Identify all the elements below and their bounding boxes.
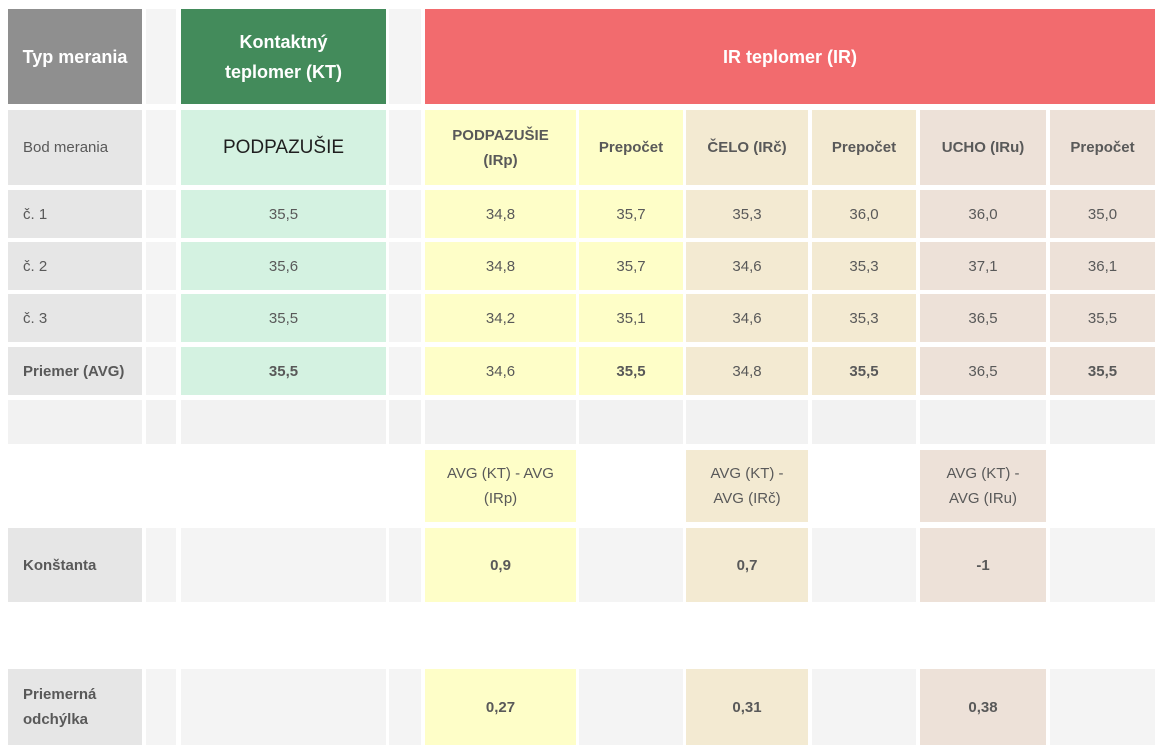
constant-label: Konštanta — [8, 528, 142, 602]
blank-cell — [812, 400, 916, 444]
spacer-cell — [146, 528, 176, 602]
spacer-cell — [389, 9, 421, 104]
spacer-cell — [389, 190, 421, 238]
iru-value: 36,0 — [920, 190, 1046, 238]
row-label: č. 3 — [8, 294, 142, 342]
spacer-cell — [389, 242, 421, 290]
iru-recalc-value: 35,0 — [1050, 190, 1155, 238]
spacer-cell — [181, 528, 386, 602]
blank-cell — [146, 400, 176, 444]
spacer-cell — [146, 669, 176, 745]
avg-label: Priemer (AVG) — [8, 347, 142, 395]
iru-value: 37,1 — [920, 242, 1046, 290]
diff-label-iru: AVG (KT) - AVG (IRu) — [920, 450, 1046, 522]
spacer-cell — [146, 242, 176, 290]
spacer-cell — [181, 669, 386, 745]
ir-armpit-header: PODPAZUŠIE (IRp) — [425, 110, 576, 185]
kt-value: 35,5 — [181, 190, 386, 238]
kt-value: 35,5 — [181, 294, 386, 342]
spacer-cell — [579, 669, 683, 745]
blank-cell — [686, 400, 808, 444]
irc-value: 35,3 — [686, 190, 808, 238]
recalc-header: Prepočet — [812, 110, 916, 185]
irp-value: 34,2 — [425, 294, 576, 342]
header-type: Typ merania — [8, 9, 142, 104]
spacer-cell — [389, 294, 421, 342]
diff-label-irc: AVG (KT) - AVG (IRč) — [686, 450, 808, 522]
irc-value: 34,6 — [686, 242, 808, 290]
point-label: Bod merania — [8, 110, 142, 185]
spacer-cell — [812, 528, 916, 602]
blank-cell — [1050, 400, 1155, 444]
ear-header: UCHO (IRu) — [920, 110, 1046, 185]
irc-recalc-value: 35,3 — [812, 242, 916, 290]
spacer-cell — [579, 528, 683, 602]
constant-irc: 0,7 — [686, 528, 808, 602]
constant-iru: -1 — [920, 528, 1046, 602]
blank-cell — [579, 400, 683, 444]
kt-value: 35,6 — [181, 242, 386, 290]
blank-cell — [8, 400, 142, 444]
diff-label-irp: AVG (KT) - AVG (IRp) — [425, 450, 576, 522]
kt-point: PODPAZUŠIE — [181, 110, 386, 185]
iru-recalc-avg: 35,5 — [1050, 347, 1155, 395]
irp-recalc-value: 35,1 — [579, 294, 683, 342]
iru-value: 36,5 — [920, 294, 1046, 342]
irc-recalc-value: 35,3 — [812, 294, 916, 342]
spacer-cell — [389, 528, 421, 602]
spacer-cell — [146, 294, 176, 342]
deviation-irc: 0,31 — [686, 669, 808, 745]
blank-cell — [181, 400, 386, 444]
irc-recalc-avg: 35,5 — [812, 347, 916, 395]
irc-value: 34,6 — [686, 294, 808, 342]
header-kt: Kontaktný teplomer (KT) — [181, 9, 386, 104]
spacer-cell — [146, 110, 176, 185]
deviation-irp: 0,27 — [425, 669, 576, 745]
recalc-header: Prepočet — [579, 110, 683, 185]
row-label: č. 2 — [8, 242, 142, 290]
iru-recalc-value: 35,5 — [1050, 294, 1155, 342]
row-label: č. 1 — [8, 190, 142, 238]
iru-avg: 36,5 — [920, 347, 1046, 395]
spacer-cell — [812, 669, 916, 745]
iru-recalc-value: 36,1 — [1050, 242, 1155, 290]
deviation-label: Priemerná odchýlka — [8, 669, 142, 745]
irp-value: 34,8 — [425, 242, 576, 290]
blank-cell — [920, 400, 1046, 444]
deviation-iru: 0,38 — [920, 669, 1046, 745]
constant-irp: 0,9 — [425, 528, 576, 602]
irp-avg: 34,6 — [425, 347, 576, 395]
irc-avg: 34,8 — [686, 347, 808, 395]
kt-avg: 35,5 — [181, 347, 386, 395]
spacer-cell — [1050, 669, 1155, 745]
irp-recalc-value: 35,7 — [579, 242, 683, 290]
header-ir: IR teplomer (IR) — [425, 9, 1155, 104]
spacer-cell — [146, 347, 176, 395]
forehead-header: ČELO (IRč) — [686, 110, 808, 185]
spacer-cell — [389, 110, 421, 185]
irp-recalc-avg: 35,5 — [579, 347, 683, 395]
blank-cell — [425, 400, 576, 444]
recalc-header: Prepočet — [1050, 110, 1155, 185]
irp-recalc-value: 35,7 — [579, 190, 683, 238]
spacer-cell — [389, 669, 421, 745]
spacer-cell — [146, 9, 176, 104]
spacer-cell — [146, 190, 176, 238]
blank-cell — [389, 400, 421, 444]
irc-recalc-value: 36,0 — [812, 190, 916, 238]
spacer-cell — [1050, 528, 1155, 602]
spacer-cell — [389, 347, 421, 395]
irp-value: 34,8 — [425, 190, 576, 238]
